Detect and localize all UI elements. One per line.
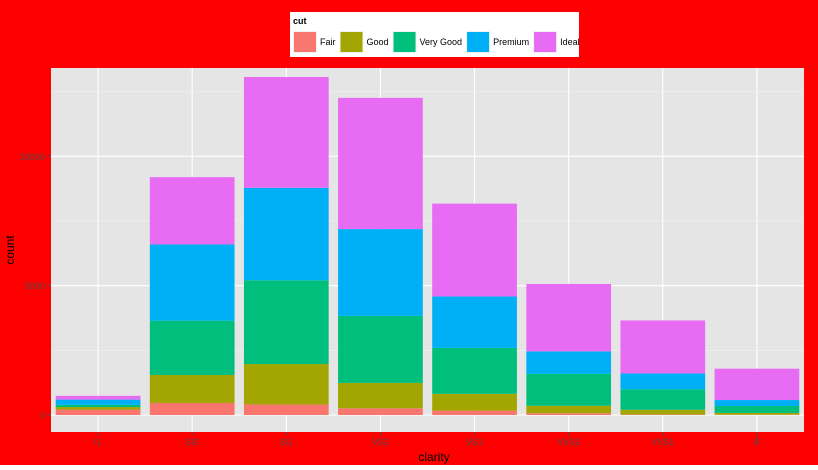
bar-fair-si1 <box>244 404 329 415</box>
bar-good-si1 <box>244 364 329 404</box>
bar-good-vvs1 <box>620 410 705 415</box>
bar-good-vs1 <box>432 394 517 411</box>
bar-ideal-if <box>715 369 800 400</box>
legend-label: Good <box>367 37 389 47</box>
bar-fair-vs1 <box>432 411 517 415</box>
bar-premium-si2 <box>150 244 235 320</box>
legend-key-fair <box>294 32 316 52</box>
bar-ideal-si2 <box>150 177 235 244</box>
y-tick-label: 5000 <box>25 281 45 291</box>
x-tick-label: VVS1 <box>651 437 674 447</box>
x-tick-label: I1 <box>94 437 102 447</box>
legend-label: Very Good <box>420 37 463 47</box>
bar-premium-si1 <box>244 188 329 280</box>
bar-very-good-vvs1 <box>620 389 705 409</box>
bar-good-si2 <box>150 375 235 403</box>
bar-good-vvs2 <box>526 406 611 413</box>
legend-key-ideal <box>534 32 556 52</box>
legend-key-premium <box>467 32 489 52</box>
legend-key-good <box>341 32 363 52</box>
y-tick-label: 0 <box>40 411 45 421</box>
x-tick-label: SI2 <box>185 437 199 447</box>
bar-very-good-vvs2 <box>526 374 611 406</box>
bar-premium-vvs1 <box>620 373 705 389</box>
bar-good-if <box>715 413 800 415</box>
bar-premium-vs1 <box>432 296 517 347</box>
x-tick-label: VVS2 <box>557 437 580 447</box>
bar-premium-if <box>715 400 800 406</box>
bar-premium-i1 <box>56 400 141 405</box>
bar-ideal-vvs2 <box>526 284 611 351</box>
bar-fair-vs2 <box>338 408 423 415</box>
legend-title: cut <box>293 16 307 26</box>
x-tick-label: VS1 <box>466 437 483 447</box>
bar-very-good-si1 <box>244 280 329 364</box>
bar-fair-vvs2 <box>526 413 611 415</box>
legend: cut Fair Good Very Good Premium Ideal <box>290 12 580 57</box>
legend-label: Fair <box>320 37 336 47</box>
x-axis-label: clarity <box>418 450 449 464</box>
bar-ideal-i1 <box>56 396 141 400</box>
bar-premium-vs2 <box>338 229 423 316</box>
bar-very-good-vs1 <box>432 348 517 394</box>
bar-very-good-i1 <box>56 405 141 407</box>
bar-premium-vvs2 <box>526 351 611 374</box>
x-tick-label: IF <box>753 437 762 447</box>
legend-label: Premium <box>493 37 529 47</box>
bar-ideal-vvs1 <box>620 320 705 373</box>
x-tick-label: VS2 <box>372 437 389 447</box>
y-axis-label: count <box>3 235 17 265</box>
bar-very-good-si2 <box>150 321 235 375</box>
y-tick-label: 10000 <box>20 152 45 162</box>
legend-key-very-good <box>394 32 416 52</box>
bar-fair-si2 <box>150 403 235 415</box>
x-tick-label: SI1 <box>280 437 294 447</box>
bar-ideal-vs1 <box>432 204 517 297</box>
bar-good-vs2 <box>338 383 423 408</box>
bar-ideal-vs2 <box>338 98 423 229</box>
legend-label: Ideal <box>560 37 580 47</box>
bar-very-good-if <box>715 406 800 413</box>
bar-very-good-vs2 <box>338 316 423 383</box>
bar-fair-i1 <box>56 410 141 415</box>
bar-ideal-si1 <box>244 77 329 188</box>
bar-good-i1 <box>56 407 141 409</box>
